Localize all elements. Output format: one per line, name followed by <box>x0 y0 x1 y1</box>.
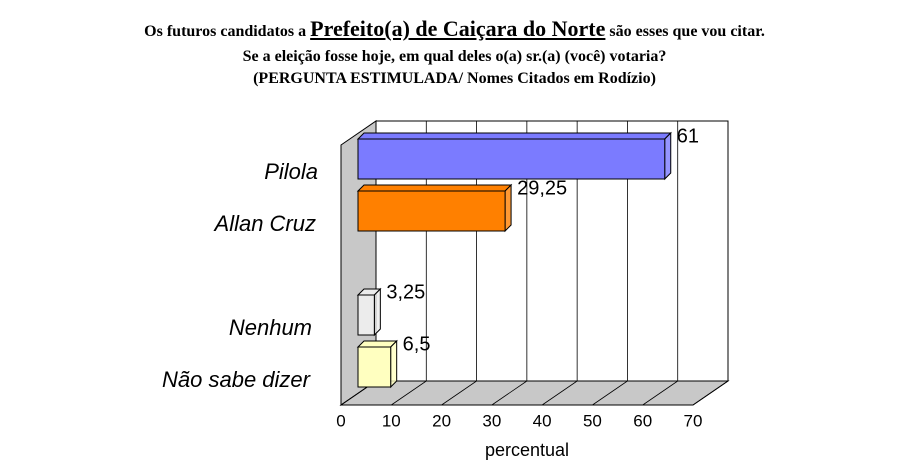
bar-side <box>664 131 672 181</box>
y-tick-label: Allan Cruz <box>213 211 316 236</box>
y-tick-label: Pilola <box>264 159 318 184</box>
subtitle: (PERGUNTA ESTIMULADA/ Nomes Citados em R… <box>253 70 656 87</box>
bar <box>357 138 666 180</box>
bar-side <box>390 339 398 389</box>
value-label: 61 <box>677 125 699 147</box>
title-part: são esses que vou citar. <box>609 23 765 40</box>
floor-grid-line <box>491 380 528 406</box>
floor-grid-line <box>692 380 729 406</box>
bar-side <box>504 183 512 233</box>
x-tick-label: 60 <box>633 411 652 430</box>
x-tick-label: 50 <box>583 411 602 430</box>
x-tick-label: 10 <box>382 411 401 430</box>
subtitle: Se a eleição fosse hoje, em qual deles o… <box>242 48 667 65</box>
floor-grid-line <box>391 380 427 406</box>
title-part: Os futuros candidatos a <box>144 23 307 40</box>
floor-grid-line <box>541 380 578 406</box>
title-part: Prefeito(a) de Caiçara do Norte <box>310 16 606 41</box>
x-tick-label: 70 <box>684 411 703 430</box>
x-tick-label: 30 <box>482 411 501 430</box>
x-tick-label: 20 <box>432 411 451 430</box>
x-tick-label: 40 <box>533 411 552 430</box>
x-axis-label: percentual <box>485 440 569 460</box>
value-label: 6,5 <box>403 333 431 355</box>
bar <box>357 190 506 232</box>
bar <box>357 294 375 336</box>
y-tick-label: Nenhum <box>229 315 312 340</box>
floor <box>339 380 730 406</box>
bar <box>357 346 392 388</box>
bar-top <box>356 184 513 192</box>
value-label: 3,25 <box>386 281 425 303</box>
floor-grid-line <box>592 380 628 406</box>
x-tick-label: 0 <box>336 411 345 430</box>
floor-grid-line <box>642 380 678 406</box>
y-tick-label: Não sabe dizer <box>162 367 312 392</box>
title: Os futuros candidatos a Prefeito(a) de C… <box>0 16 909 42</box>
floor-grid-line <box>441 380 477 406</box>
value-label: 29,25 <box>517 177 567 199</box>
bar-side <box>373 287 381 337</box>
bar-top <box>356 132 672 140</box>
